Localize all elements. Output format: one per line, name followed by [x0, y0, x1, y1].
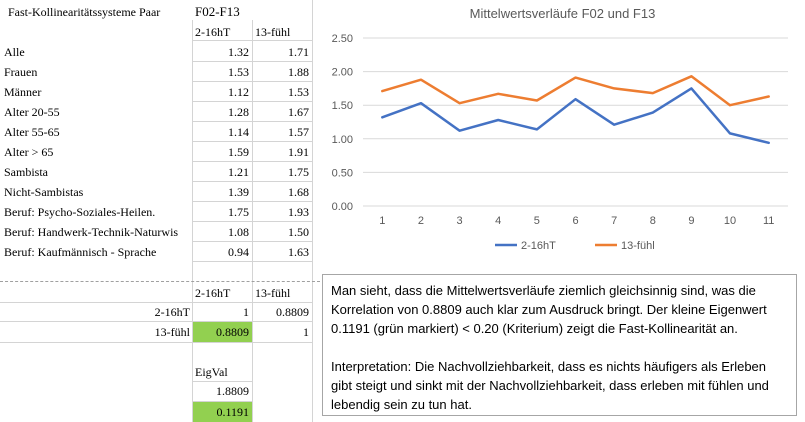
gridline: [192, 141, 312, 142]
y-tick-label: 2.00: [332, 67, 353, 79]
series-line-1: [381, 87, 770, 145]
pair-label[interactable]: F02-F13: [195, 4, 240, 19]
legend-label: 2-16hT: [521, 240, 556, 252]
corr-cell-1-1[interactable]: 1: [243, 305, 249, 319]
row-value-2[interactable]: 1.57: [288, 125, 309, 139]
row-label[interactable]: Beruf: Psycho-Soziales-Heilen.: [4, 205, 156, 219]
x-tick-label: 6: [572, 215, 578, 227]
y-tick-label: 0.50: [332, 167, 353, 179]
row-value-2[interactable]: 1.68: [288, 185, 309, 199]
row-value-1[interactable]: 1.39: [228, 185, 249, 199]
x-tick-label: 8: [650, 215, 656, 227]
gridline: [0, 342, 312, 343]
row-value-1[interactable]: 1.75: [228, 205, 249, 219]
y-tick-label: 2.50: [332, 33, 353, 45]
eigval-label[interactable]: EigVal: [195, 365, 228, 379]
row-label[interactable]: Nicht-Sambistas: [4, 185, 84, 199]
row-value-1[interactable]: 1.53: [228, 65, 249, 79]
chart-title: Mittelwertsverläufe F02 und F13: [469, 6, 656, 21]
row-value-1[interactable]: 1.12: [228, 85, 249, 99]
chart-svg: 0.00 0.50 1.00 1.50 2.00 2.50 1 2 3 4 5 6 7 8 9 10 11 2-1…: [332, 33, 788, 252]
row-value-1[interactable]: 1.59: [228, 145, 249, 159]
row-label[interactable]: Alter 20-55: [4, 105, 60, 119]
gridline: [192, 40, 312, 41]
eigval-1[interactable]: 1.8809: [216, 384, 249, 398]
textbox-paragraph-2: Interpretation: Die Nachvollziehbarkeit,…: [331, 359, 769, 412]
col-header-1[interactable]: 2-16hT: [195, 25, 231, 39]
corr-col-header-2[interactable]: 13-fühl: [255, 286, 291, 300]
y-tick-label: 1.00: [332, 134, 353, 146]
eigval-2-highlighted[interactable]: 0.1191: [193, 402, 252, 422]
gridline: [192, 201, 312, 202]
x-tick-label: 5: [534, 215, 540, 227]
x-tick-label: 7: [611, 215, 617, 227]
row-label[interactable]: Frauen: [4, 65, 38, 79]
comment-textbox[interactable]: Man sieht, dass die Mittelwertsverläufe …: [322, 274, 797, 416]
gridline: [192, 81, 312, 82]
col-header-2[interactable]: 13-fühl: [255, 25, 291, 39]
gridline: [312, 0, 313, 422]
gridline: [192, 241, 312, 242]
row-label[interactable]: Männer: [4, 85, 42, 99]
gridline: [0, 302, 312, 303]
row-value-2[interactable]: 1.91: [288, 145, 309, 159]
corr-row-label-1[interactable]: 2-16hT: [154, 305, 190, 319]
textbox-paragraph-1: Man sieht, dass die Mittelwertsverläufe …: [331, 283, 767, 336]
table-title[interactable]: Fast-Kollinearitätssysteme Paar: [8, 5, 161, 19]
row-value-2[interactable]: 1.88: [288, 65, 309, 79]
row-value-2[interactable]: 1.75: [288, 165, 309, 179]
gridline: [192, 121, 312, 122]
x-tick-label: 2: [418, 215, 424, 227]
row-label[interactable]: Alle: [4, 45, 25, 59]
y-tick-label: 1.50: [332, 100, 353, 112]
corr-row-label-2[interactable]: 13-fühl: [154, 325, 190, 339]
x-tick-label: 10: [724, 215, 736, 227]
page-break-line: [0, 281, 320, 282]
row-value-2[interactable]: 1.93: [288, 205, 309, 219]
row-value-2[interactable]: 1.53: [288, 85, 309, 99]
row-value-2[interactable]: 1.50: [288, 225, 309, 239]
legend-label: 13-fühl: [621, 240, 655, 252]
x-tick-label: 11: [763, 215, 774, 227]
row-value-1[interactable]: 1.21: [228, 165, 249, 179]
row-value-1[interactable]: 0.94: [228, 245, 249, 259]
series-line-2: [381, 75, 770, 107]
row-value-2[interactable]: 1.71: [288, 45, 309, 59]
gridline: [192, 161, 312, 162]
gridline: [192, 221, 312, 222]
row-label[interactable]: Beruf: Handwerk-Technik-Naturwis: [4, 225, 179, 239]
corr-cell-2-2[interactable]: 1: [303, 325, 309, 339]
gridline: [192, 381, 252, 382]
row-label[interactable]: Beruf: Kaufmännisch - Sprache: [4, 245, 157, 259]
y-tick-label: 0.00: [332, 201, 353, 213]
row-label[interactable]: Sambista: [4, 165, 48, 179]
x-tick-label: 3: [457, 215, 463, 227]
row-value-1[interactable]: 1.08: [228, 225, 249, 239]
corr-col-header-1[interactable]: 2-16hT: [195, 286, 231, 300]
row-value-1[interactable]: 1.32: [228, 45, 249, 59]
x-tick-label: 4: [495, 215, 501, 227]
row-value-1[interactable]: 1.28: [228, 105, 249, 119]
x-tick-label: 1: [379, 215, 385, 227]
row-value-2[interactable]: 1.67: [288, 105, 309, 119]
line-chart[interactable]: Mittelwertsverläufe F02 und F13 0.00 0.50…: [320, 0, 805, 262]
row-label[interactable]: Alter > 65: [4, 145, 54, 159]
row-value-2[interactable]: 1.63: [288, 245, 309, 259]
gridline: [192, 181, 312, 182]
x-tick-label: 9: [688, 215, 694, 227]
gridline: [192, 401, 252, 402]
row-label[interactable]: Alter 55-65: [4, 125, 60, 139]
gridline: [192, 61, 312, 62]
corr-cell-1-2[interactable]: 0.8809: [276, 305, 309, 319]
corr-cell-2-1-highlighted[interactable]: 0.8809: [193, 322, 252, 342]
gridline: [0, 321, 312, 322]
gridline: [192, 101, 312, 102]
gridline: [192, 261, 312, 262]
row-value-1[interactable]: 1.14: [228, 125, 249, 139]
